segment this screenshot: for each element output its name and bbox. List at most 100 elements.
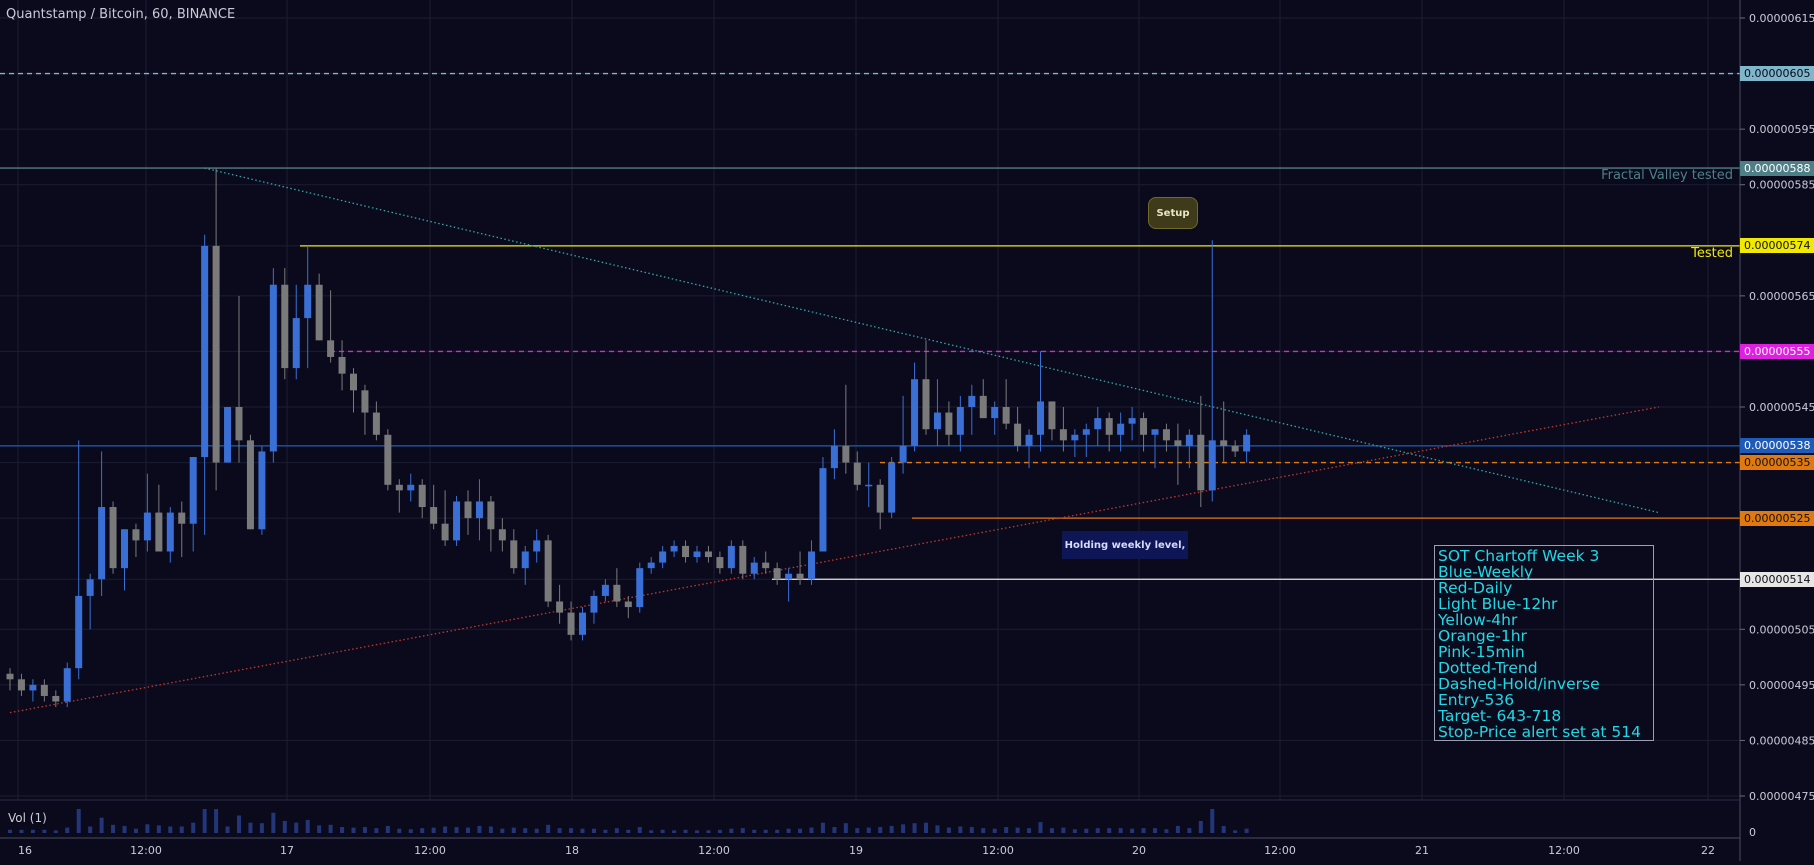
volume-bar	[1061, 827, 1066, 833]
volume-bar	[259, 823, 264, 833]
candle-body	[1174, 440, 1182, 446]
candle-body	[556, 601, 564, 613]
volume-bar	[1027, 828, 1032, 833]
candle-body	[1014, 423, 1022, 446]
volume-bar	[1107, 828, 1112, 833]
candle-body	[601, 584, 609, 596]
volume-bar	[1244, 828, 1249, 833]
volume-bar	[717, 829, 722, 833]
volume-bar	[809, 827, 814, 833]
volume-bar	[660, 829, 665, 833]
volume-bar	[855, 828, 860, 833]
volume-bar	[1175, 825, 1180, 833]
candle-body	[544, 540, 552, 602]
candle-body	[956, 407, 964, 435]
candle-body	[991, 407, 999, 419]
candle-body	[682, 545, 690, 558]
candle-body	[40, 684, 48, 696]
holding-weekly-callout: Holding weekly level,	[1062, 531, 1188, 559]
volume-bar	[752, 829, 757, 833]
volume-bar	[637, 827, 642, 833]
candle-body	[487, 501, 495, 530]
volume-bar	[546, 824, 551, 833]
price-tick-label: 0.00000585	[1749, 179, 1814, 192]
volume-bar	[53, 830, 58, 833]
candle-body	[189, 457, 197, 524]
candle-body	[830, 445, 838, 469]
candle-body	[281, 284, 289, 369]
candle-body	[372, 412, 380, 435]
volume-bar	[168, 826, 173, 833]
volume-bar	[76, 809, 81, 833]
volume-axis-label: 0	[1749, 826, 1756, 839]
candle-body	[888, 462, 896, 513]
candle-body	[258, 451, 266, 530]
price-tag: 0.00000535	[1740, 455, 1814, 471]
volume-bar	[385, 825, 390, 833]
volume-bar	[282, 821, 287, 833]
candle-body	[395, 484, 403, 491]
candle-body	[1117, 423, 1125, 435]
fractal-valley-note: Fractal Valley tested	[1601, 168, 1733, 183]
trend-line	[204, 167, 1659, 514]
volume-bar	[1198, 821, 1203, 833]
volume-bar	[992, 828, 997, 833]
volume-bar	[42, 829, 47, 833]
volume-bar	[935, 825, 940, 833]
candle-body	[1002, 407, 1010, 424]
candle-body	[1059, 429, 1067, 441]
volume-bar	[1038, 822, 1043, 833]
time-tick-label: 12:00	[698, 844, 730, 857]
volume-bar	[122, 825, 127, 833]
volume-bar	[1095, 828, 1100, 833]
volume-bar	[374, 828, 379, 833]
volume-bar	[1049, 828, 1054, 833]
volume-bar	[328, 824, 333, 833]
volume-bar	[603, 829, 608, 833]
volume-bar	[523, 828, 528, 833]
time-tick-label: 18	[565, 844, 579, 857]
price-tick-label: 0.00000495	[1749, 679, 1814, 692]
candle-body	[521, 551, 529, 569]
candle-body	[1025, 434, 1033, 446]
time-tick-label: 16	[18, 844, 32, 857]
price-tick-label: 0.00000595	[1749, 123, 1814, 136]
legend-line: Dotted-Trend	[1438, 659, 1538, 677]
volume-bar	[65, 827, 70, 833]
price-tick-label: 0.00000475	[1749, 790, 1814, 803]
candle-body	[407, 484, 415, 491]
volume-bar	[626, 829, 631, 833]
volume-bar	[946, 827, 951, 833]
volume-bar	[832, 827, 837, 833]
price-tag: 0.00000605	[1740, 66, 1814, 82]
candle-body	[796, 573, 804, 580]
candle-body	[166, 512, 174, 552]
time-tick-label: 12:00	[130, 844, 162, 857]
volume-bar	[1233, 830, 1238, 833]
candle-body	[968, 395, 976, 407]
candle-body	[1094, 418, 1102, 430]
candle-body	[567, 612, 575, 635]
trend-lines	[9, 167, 1659, 714]
candle-body	[716, 557, 724, 569]
candle-body	[52, 695, 60, 702]
volume-bar	[1164, 829, 1169, 833]
volume-bar	[580, 828, 585, 833]
candle-body	[933, 412, 941, 430]
candle-body	[785, 573, 793, 580]
candle-body	[235, 407, 243, 441]
volume-bar	[969, 827, 974, 833]
candle-body	[1128, 418, 1136, 424]
candle-body	[304, 284, 312, 319]
volume-bars	[0, 799, 1740, 833]
volume-bar	[924, 822, 928, 833]
candle-body	[979, 395, 987, 419]
candle-body	[29, 684, 37, 691]
volume-label: Vol (1)	[8, 811, 47, 825]
candle-body	[922, 379, 930, 430]
candle-body	[659, 551, 667, 563]
candle-body	[624, 601, 632, 608]
time-tick-label: 20	[1132, 844, 1146, 857]
